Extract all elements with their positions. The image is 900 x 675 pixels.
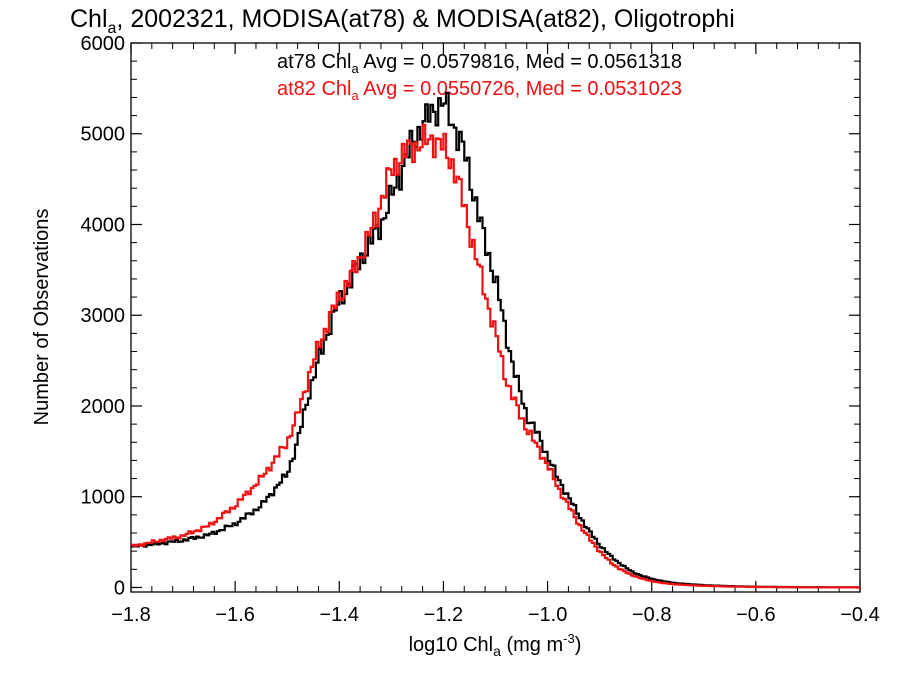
x-tick-label: −0.6 bbox=[736, 604, 775, 626]
series-line-at78 bbox=[131, 91, 860, 589]
chart-title: Chla, 2002321, MODISA(at78) & MODISA(at8… bbox=[70, 5, 735, 37]
x-axis-label-close: ) bbox=[575, 634, 582, 656]
x-tick-label: −1.8 bbox=[111, 604, 150, 626]
x-tick-label: −0.8 bbox=[632, 604, 671, 626]
axis-ticks bbox=[130, 42, 861, 592]
x-axis-label: log10 Chla (mg m-3) bbox=[409, 631, 582, 659]
x-tick-label: −1.0 bbox=[528, 604, 567, 626]
legend-at78-sub: a bbox=[352, 61, 360, 76]
plot-frame bbox=[130, 42, 861, 593]
x-tick-label: −1.6 bbox=[215, 604, 254, 626]
legend-entry-at78: at78 Chla Avg = 0.0579816, Med = 0.05613… bbox=[277, 51, 682, 76]
legend-entry-at82: at82 Chla Avg = 0.0550726, Med = 0.05310… bbox=[277, 78, 682, 103]
x-axis-label-main: log10 Chl bbox=[409, 634, 494, 656]
y-axis-label: Number of Observations bbox=[31, 209, 53, 426]
y-tick-label: 4000 bbox=[81, 214, 126, 236]
chart-title-main: Chl bbox=[70, 5, 108, 33]
y-tick-label: 3000 bbox=[81, 305, 126, 327]
legend-at82-suffix: Avg = 0.0550726, Med = 0.0531023 bbox=[359, 78, 682, 100]
chart-title-sub: a bbox=[108, 20, 117, 37]
legend-at82-prefix: at82 Chl bbox=[277, 78, 352, 100]
series-line-at82 bbox=[131, 123, 860, 589]
legend-at78-prefix: at78 Chl bbox=[277, 51, 352, 73]
y-tick-label: 6000 bbox=[81, 33, 126, 55]
x-axis-label-sub: a bbox=[493, 643, 501, 659]
series-group bbox=[131, 91, 860, 589]
axis-tick-labels: −1.8 −1.6 −1.4 −1.2 −1.0 −0.8 −0.6 −0.4 0 1000 200… bbox=[81, 33, 880, 626]
x-axis-label-sup: -3 bbox=[563, 631, 575, 646]
legend-at78-suffix: Avg = 0.0579816, Med = 0.0561318 bbox=[359, 51, 682, 73]
chart-title-rest: , 2002321, MODISA(at78) & MODISA(at82), … bbox=[116, 5, 734, 33]
y-tick-label: 0 bbox=[114, 577, 125, 599]
y-tick-label: 5000 bbox=[81, 124, 126, 146]
y-tick-label: 2000 bbox=[81, 396, 126, 418]
y-tick-label: 1000 bbox=[81, 487, 126, 509]
x-tick-label: −0.4 bbox=[840, 604, 879, 626]
legend-at82-sub: a bbox=[352, 88, 360, 103]
x-axis-label-units: (mg m bbox=[501, 634, 563, 656]
x-tick-label: −1.2 bbox=[424, 604, 463, 626]
x-tick-label: −1.4 bbox=[320, 604, 359, 626]
